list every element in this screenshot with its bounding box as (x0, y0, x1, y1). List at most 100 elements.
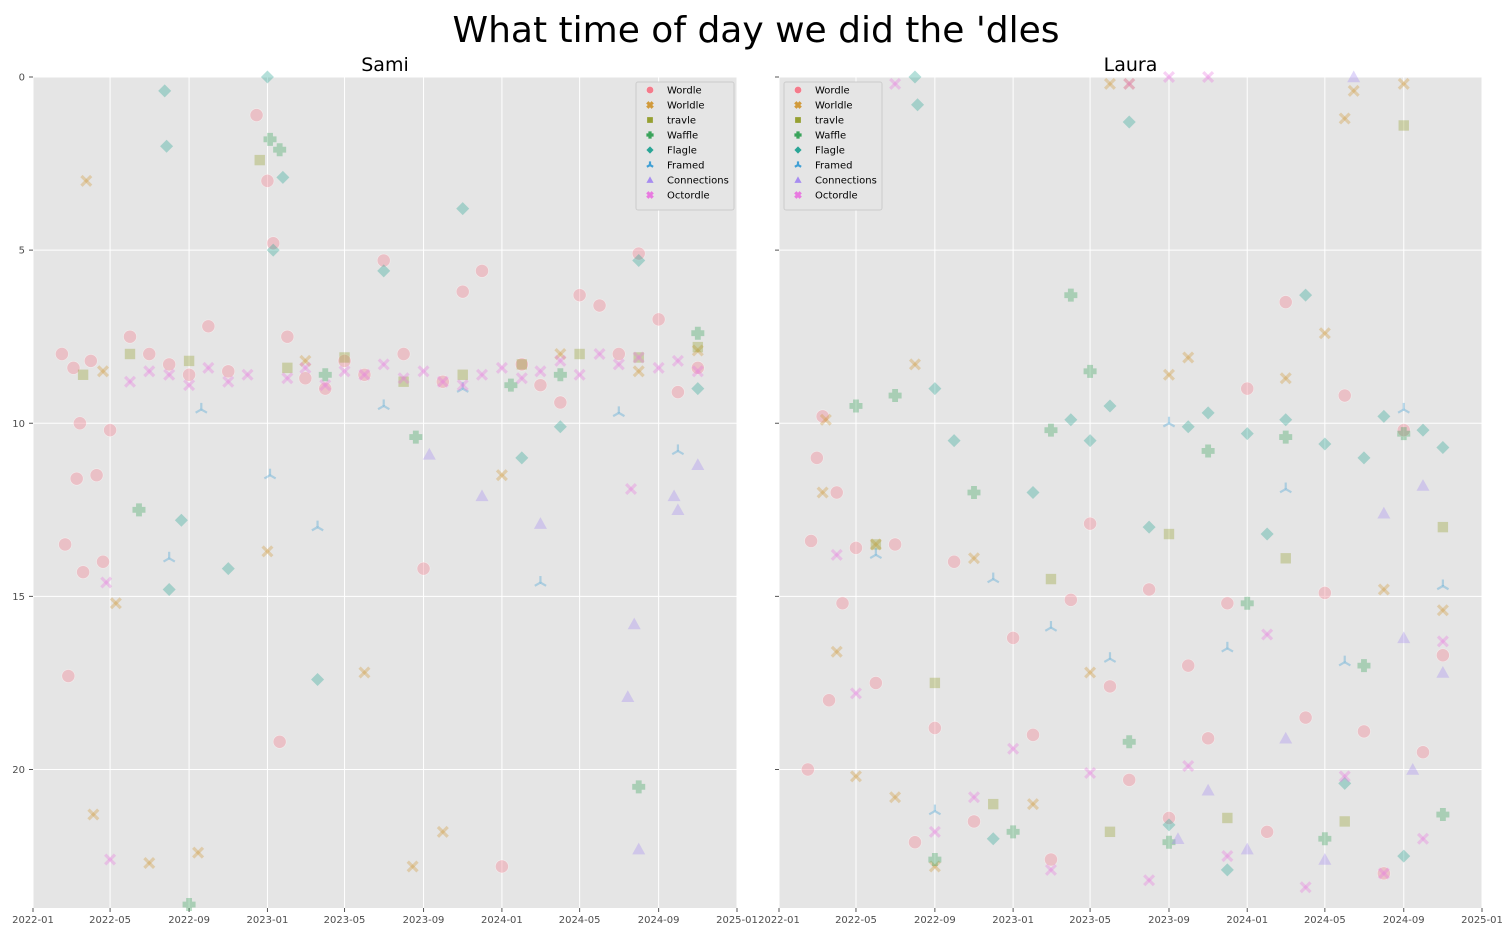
data-point-wordle (298, 371, 313, 386)
data-point-wordle (84, 354, 98, 368)
data-point-worldle (1084, 666, 1097, 679)
data-point-worldle (1347, 84, 1360, 97)
panel-title: Laura (1104, 54, 1158, 76)
data-point-travle (457, 369, 468, 380)
data-point-travle (988, 798, 999, 810)
legend-label: Worldle (815, 101, 853, 112)
data-point-wordle (515, 357, 529, 372)
data-point-worldle (849, 770, 862, 783)
data-point-wordle (1377, 866, 1391, 881)
data-point-travle (339, 352, 350, 363)
data-point-flagle (1220, 863, 1234, 877)
legend-label: Waffle (667, 131, 698, 142)
legend-label: Waffle (815, 131, 846, 142)
data-point-worldle (80, 174, 93, 187)
data-point-worldle (143, 856, 156, 869)
legend-marker-connections (794, 176, 802, 183)
data-point-travle (1339, 816, 1350, 827)
data-point-framed (377, 399, 390, 411)
data-point-flagle (1064, 413, 1078, 427)
data-point-connections (1406, 763, 1420, 775)
data-point-octordle (554, 354, 567, 367)
data-point-wordle (1396, 423, 1411, 437)
data-point-travle (1280, 553, 1291, 564)
y-tick-label: 0 (19, 73, 25, 84)
data-point-wordle (849, 541, 863, 555)
data-point-flagle (311, 672, 325, 686)
y-tick-label: 20 (12, 765, 25, 776)
legend-marker-worldle (646, 101, 654, 109)
data-point-octordle (889, 77, 902, 90)
data-point-octordle (1084, 766, 1097, 779)
data-point-travle (633, 352, 644, 363)
data-point-framed (263, 468, 277, 480)
data-point-octordle (849, 687, 862, 700)
data-point-flagle (1083, 434, 1097, 448)
data-point-octordle (1143, 874, 1156, 887)
data-point-waffle (849, 399, 863, 413)
data-point-worldle (1103, 77, 1116, 90)
data-point-wordle (908, 835, 922, 850)
data-point-connections (422, 447, 436, 460)
data-point-waffle (888, 389, 902, 403)
legend-marker-waffle (646, 131, 654, 139)
data-point-connections (691, 458, 705, 470)
data-point-wordle (1006, 631, 1020, 645)
data-point-connections (1201, 783, 1215, 796)
data-point-octordle (534, 365, 547, 378)
legend-box (783, 81, 883, 211)
x-tick-label: 2024-01 (1226, 915, 1268, 926)
data-point-flagle (1103, 399, 1117, 413)
data-point-flagle (377, 264, 391, 278)
data-point-worldle (1318, 327, 1331, 340)
data-point-waffle (1162, 835, 1176, 849)
data-point-wordle (1044, 852, 1058, 867)
data-point-wordle (612, 347, 626, 361)
x-tick-label: 2022-05 (835, 915, 877, 926)
data-point-octordle (1221, 850, 1234, 863)
legend-marker-travle (795, 117, 801, 123)
data-point-wordle (1260, 825, 1274, 839)
data-point-waffle (553, 368, 567, 382)
data-point-wordle (182, 367, 196, 382)
data-point-framed (612, 406, 626, 418)
data-point-wordle (1162, 811, 1176, 825)
panel-1: 2022-01 2022-05 2022-09 2023-01 2023-05 2023-… (758, 54, 1503, 926)
panel-title: Sami (361, 54, 409, 76)
data-point-flagle (1416, 423, 1430, 437)
data-point-connections (1240, 842, 1254, 855)
data-point-worldle (192, 846, 205, 859)
data-point-octordle (456, 379, 469, 392)
data-point-worldle (495, 469, 508, 482)
data-point-wordle (1220, 596, 1235, 611)
data-point-flagle (1201, 406, 1215, 420)
data-point-worldle (109, 597, 122, 610)
data-point-wordle (1064, 593, 1078, 607)
data-point-wordle (1026, 728, 1040, 742)
data-point-flagle (162, 582, 176, 596)
data-point-waffle (1240, 596, 1254, 610)
data-point-travle (692, 341, 704, 353)
data-point-framed (456, 382, 469, 393)
data-point-flagle (456, 202, 470, 216)
data-point-waffle (1279, 430, 1293, 444)
legend-label: Wordle (815, 86, 850, 97)
data-point-wordle (123, 329, 137, 344)
x-tick-label: 2024-05 (559, 915, 601, 926)
legend-marker-wordle (794, 86, 802, 94)
data-point-wordle (1083, 516, 1097, 531)
data-point-flagle (260, 70, 274, 84)
data-point-octordle (632, 351, 645, 364)
data-point-wordle (96, 554, 110, 569)
data-point-wordle (810, 451, 824, 465)
data-point-octordle (625, 483, 638, 496)
data-point-waffle (409, 430, 423, 444)
data-point-connections (632, 842, 646, 855)
data-point-wordle (822, 693, 836, 708)
legend-label: Octordle (667, 191, 710, 202)
data-point-framed (1279, 482, 1292, 494)
data-point-wordle (1122, 773, 1137, 787)
data-point-octordle (671, 354, 684, 367)
data-point-travle (282, 362, 293, 374)
data-point-flagle (276, 170, 290, 184)
